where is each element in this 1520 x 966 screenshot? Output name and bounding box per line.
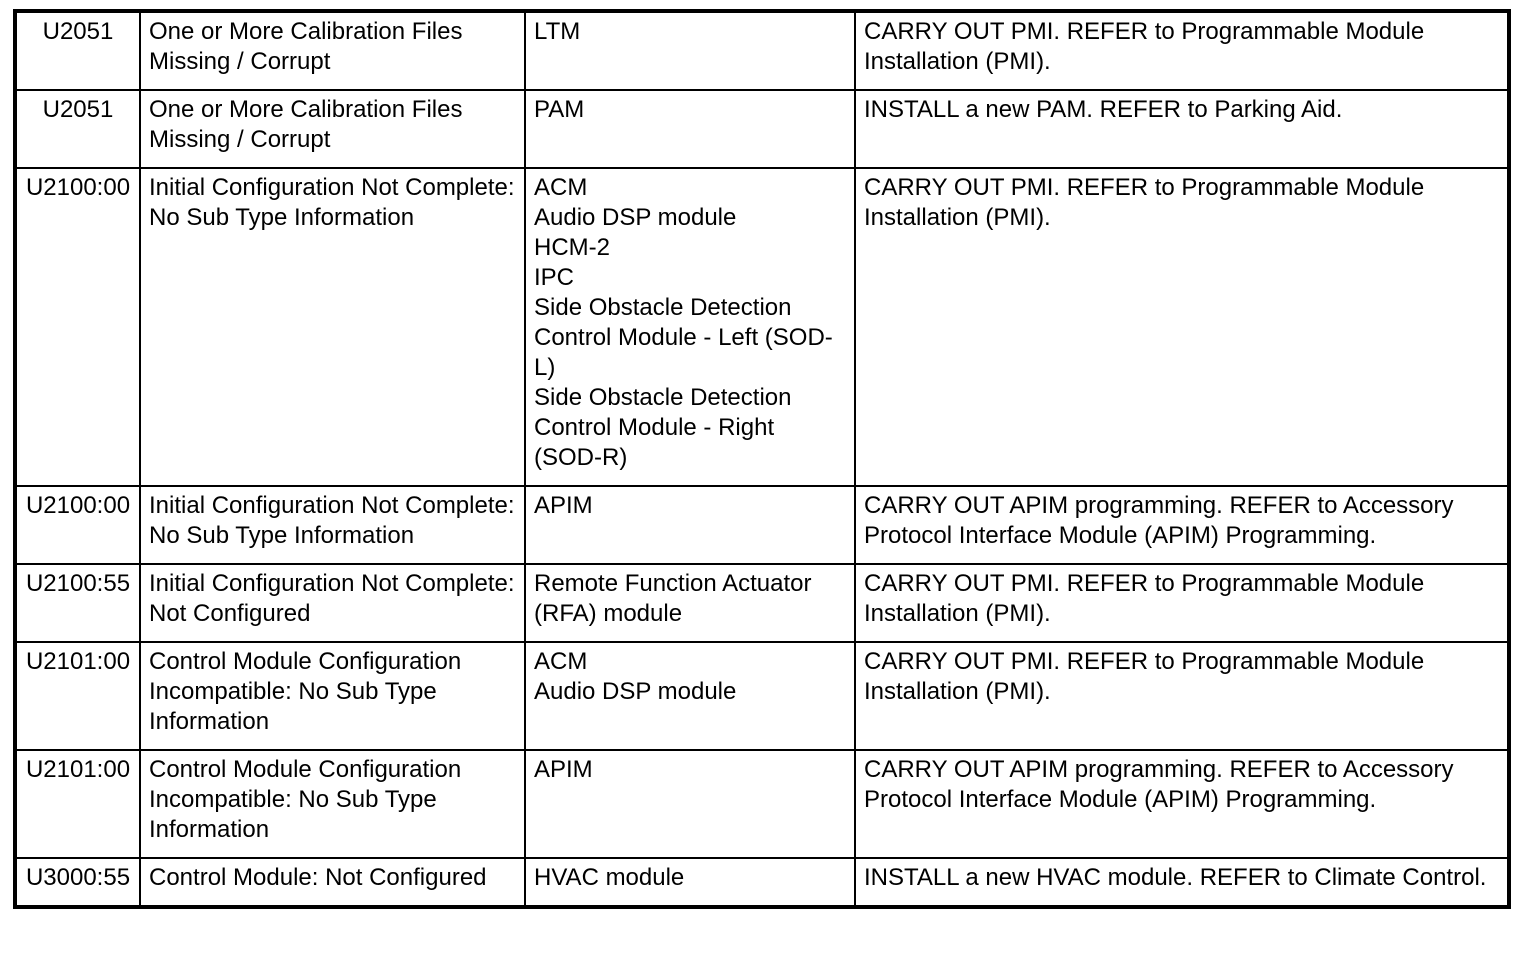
dtc-code-cell: U2100:00	[14, 485, 141, 565]
module-source-cell: APIM	[524, 485, 856, 565]
action-cell: INSTALL a new PAM. REFER to Parking Aid.	[854, 89, 1510, 169]
dtc-table-row: U2101:00 Control Module Configuration In…	[14, 641, 1510, 751]
dtc-table-row: U2100:00 Initial Configuration Not Compl…	[14, 167, 1510, 487]
module-source-cell: HVAC module	[524, 857, 856, 908]
module-source-cell: Remote Function Actuator (RFA) module	[524, 563, 856, 643]
module-source-cell: ACM Audio DSP module	[524, 641, 856, 751]
module-source-cell: PAM	[524, 89, 856, 169]
dtc-code-cell: U2100:00	[14, 167, 141, 487]
dtc-code-cell: U2051	[14, 89, 141, 169]
dtc-description-cell: One or More Calibration Files Missing / …	[139, 10, 526, 91]
action-cell: CARRY OUT PMI. REFER to Programmable Mod…	[854, 10, 1510, 91]
dtc-description-cell: Initial Configuration Not Complete: Not …	[139, 563, 526, 643]
module-source-cell: APIM	[524, 749, 856, 859]
dtc-description-cell: Initial Configuration Not Complete: No S…	[139, 167, 526, 487]
dtc-description-cell: Initial Configuration Not Complete: No S…	[139, 485, 526, 565]
dtc-table-body: U2051 One or More Calibration Files Miss…	[14, 10, 1510, 908]
dtc-description-cell: Control Module Configuration Incompatibl…	[139, 749, 526, 859]
dtc-description-cell: Control Module: Not Configured	[139, 857, 526, 908]
dtc-table-row: U3000:55 Control Module: Not Configured …	[14, 857, 1510, 908]
dtc-table-row: U2101:00 Control Module Configuration In…	[14, 749, 1510, 859]
action-cell: CARRY OUT PMI. REFER to Programmable Mod…	[854, 563, 1510, 643]
dtc-description-cell: Control Module Configuration Incompatibl…	[139, 641, 526, 751]
dtc-table: U2051 One or More Calibration Files Miss…	[13, 9, 1511, 909]
action-cell: CARRY OUT APIM programming. REFER to Acc…	[854, 749, 1510, 859]
action-cell: CARRY OUT APIM programming. REFER to Acc…	[854, 485, 1510, 565]
action-cell: INSTALL a new HVAC module. REFER to Clim…	[854, 857, 1510, 908]
dtc-table-row: U2100:00 Initial Configuration Not Compl…	[14, 485, 1510, 565]
dtc-code-cell: U2101:00	[14, 641, 141, 751]
dtc-table-row: U2051 One or More Calibration Files Miss…	[14, 89, 1510, 169]
module-source-cell: ACM Audio DSP module HCM-2 IPC Side Obst…	[524, 167, 856, 487]
dtc-table-row: U2051 One or More Calibration Files Miss…	[14, 10, 1510, 91]
module-source-cell: LTM	[524, 10, 856, 91]
dtc-code-cell: U2051	[14, 10, 141, 91]
action-cell: CARRY OUT PMI. REFER to Programmable Mod…	[854, 641, 1510, 751]
dtc-code-cell: U2100:55	[14, 563, 141, 643]
dtc-code-cell: U2101:00	[14, 749, 141, 859]
dtc-table-row: U2100:55 Initial Configuration Not Compl…	[14, 563, 1510, 643]
dtc-code-cell: U3000:55	[14, 857, 141, 908]
action-cell: CARRY OUT PMI. REFER to Programmable Mod…	[854, 167, 1510, 487]
dtc-description-cell: One or More Calibration Files Missing / …	[139, 89, 526, 169]
